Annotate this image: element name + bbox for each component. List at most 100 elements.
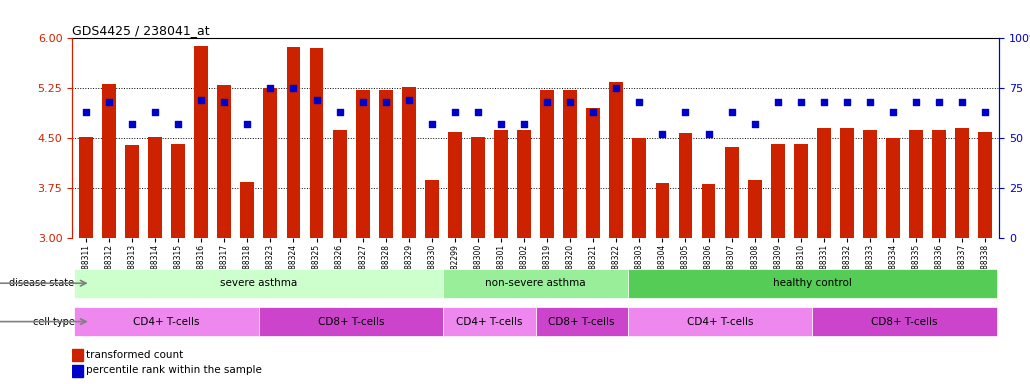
Point (885, 109, 901, 115)
Bar (240, 182, 254, 238)
Point (747, 121, 763, 127)
Point (954, 99, 970, 105)
Point (977, 109, 994, 115)
Point (907, 99, 924, 105)
Point (285, 85, 302, 91)
Point (723, 109, 740, 115)
Bar (79, 137, 93, 238)
Bar (195, 46, 208, 238)
Point (816, 99, 832, 105)
Point (862, 99, 879, 105)
Bar (264, 88, 277, 238)
Text: severe asthma: severe asthma (220, 278, 298, 288)
Point (470, 109, 486, 115)
Point (423, 121, 440, 127)
Bar (494, 129, 508, 238)
Bar (840, 128, 854, 238)
Point (377, 99, 393, 105)
Bar (770, 144, 785, 238)
Point (77, 109, 94, 115)
Text: GDS4425 / 238041_at: GDS4425 / 238041_at (72, 24, 210, 37)
Text: CD8+ T-cells: CD8+ T-cells (548, 316, 615, 327)
Bar (563, 90, 577, 238)
Text: healthy control: healthy control (772, 278, 852, 288)
Point (492, 121, 509, 127)
Point (700, 131, 717, 137)
Bar (817, 128, 831, 238)
Point (263, 85, 279, 91)
FancyBboxPatch shape (74, 307, 259, 336)
Text: transformed count: transformed count (87, 350, 183, 360)
Bar (886, 138, 900, 238)
Bar (748, 180, 761, 238)
Point (332, 109, 348, 115)
Point (447, 109, 464, 115)
Bar (125, 145, 139, 238)
Point (678, 109, 694, 115)
Point (354, 99, 371, 105)
Point (239, 121, 255, 127)
Point (308, 97, 324, 103)
Bar (679, 133, 692, 238)
Bar (286, 47, 301, 238)
Bar (355, 90, 370, 238)
FancyBboxPatch shape (443, 307, 536, 336)
Text: non-severe asthma: non-severe asthma (485, 278, 586, 288)
Point (631, 99, 648, 105)
Point (654, 131, 671, 137)
Point (562, 99, 579, 105)
Point (769, 99, 786, 105)
Bar (540, 90, 554, 238)
Text: CD4+ T-cells: CD4+ T-cells (134, 316, 200, 327)
Bar (794, 144, 808, 238)
Bar (655, 183, 670, 238)
Point (585, 109, 602, 115)
Point (608, 85, 624, 91)
FancyBboxPatch shape (628, 268, 997, 298)
Bar (148, 137, 162, 238)
Text: CD4+ T-cells: CD4+ T-cells (687, 316, 753, 327)
Bar (955, 128, 969, 238)
Bar (632, 138, 646, 238)
Text: percentile rank within the sample: percentile rank within the sample (87, 366, 262, 376)
Point (216, 99, 233, 105)
FancyBboxPatch shape (74, 268, 443, 298)
Text: disease state: disease state (9, 278, 74, 288)
Point (401, 97, 417, 103)
Point (838, 99, 855, 105)
Bar (932, 130, 947, 238)
Bar (171, 144, 185, 238)
Point (193, 97, 209, 103)
FancyBboxPatch shape (813, 307, 997, 336)
Bar (448, 132, 461, 238)
Point (124, 121, 140, 127)
Point (931, 99, 948, 105)
Bar (402, 87, 416, 238)
Bar (517, 130, 531, 238)
FancyBboxPatch shape (628, 307, 813, 336)
Text: CD8+ T-cells: CD8+ T-cells (871, 316, 937, 327)
FancyBboxPatch shape (259, 307, 443, 336)
Point (170, 121, 186, 127)
Point (101, 99, 117, 105)
Point (147, 109, 164, 115)
Bar (701, 184, 716, 238)
Bar (217, 85, 231, 238)
Text: CD8+ T-cells: CD8+ T-cells (318, 316, 384, 327)
Bar (72, 349, 83, 361)
Bar (610, 82, 623, 238)
Bar (333, 130, 346, 238)
Text: cell type: cell type (33, 316, 74, 327)
Bar (425, 180, 439, 238)
Bar (909, 130, 923, 238)
Bar (310, 48, 323, 238)
Bar (978, 132, 992, 238)
Bar (863, 130, 877, 238)
Text: CD4+ T-cells: CD4+ T-cells (456, 316, 523, 327)
Point (539, 99, 555, 105)
FancyBboxPatch shape (443, 268, 628, 298)
Bar (586, 108, 600, 238)
Point (792, 99, 809, 105)
Bar (725, 147, 739, 238)
Bar (471, 137, 485, 238)
